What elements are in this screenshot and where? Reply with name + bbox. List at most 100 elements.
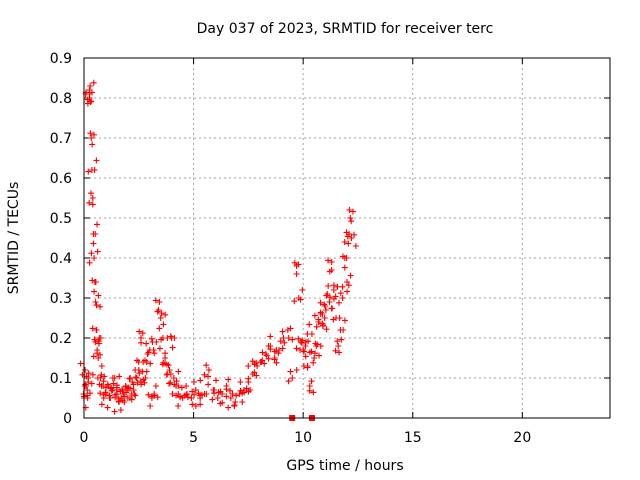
data-point: [141, 379, 148, 386]
data-point: [87, 130, 94, 137]
data-point: [298, 339, 305, 346]
data-point: [162, 350, 169, 357]
data-point: [183, 383, 190, 389]
data-point: [157, 315, 164, 321]
data-point: [344, 288, 351, 295]
data-point: [301, 348, 308, 355]
data-point: [344, 279, 350, 285]
data-point: [136, 328, 143, 335]
data-point: [305, 338, 312, 345]
data-point: [89, 141, 96, 148]
data-point: [253, 359, 260, 366]
data-point: [176, 393, 183, 400]
data-point: [128, 391, 135, 397]
data-point: [197, 401, 204, 408]
data-point: [352, 243, 359, 249]
data-point: [167, 379, 174, 386]
y-tick-label: 0.6: [50, 171, 72, 187]
data-point: [321, 301, 328, 308]
data-point: [91, 255, 98, 261]
data-point: [339, 283, 346, 290]
data-point: [347, 215, 354, 221]
data-point: [151, 350, 158, 357]
data-point: [93, 302, 100, 309]
data-point: [86, 91, 93, 97]
data-point: [293, 271, 300, 277]
data-point: [197, 377, 204, 384]
y-tick-label: 0: [63, 411, 72, 427]
data-point: [338, 336, 345, 343]
data-point: [348, 218, 355, 225]
data-point: [92, 231, 99, 237]
data-point: [348, 235, 355, 241]
x-tick-label: 10: [294, 430, 312, 446]
data-point: [321, 315, 328, 321]
data-point: [88, 380, 95, 387]
data-point: [171, 335, 178, 341]
data-point: [94, 248, 101, 255]
data-point: [308, 378, 315, 385]
data-point: [87, 190, 94, 197]
data-point: [254, 363, 261, 369]
data-point: [341, 264, 348, 271]
data-point: [156, 345, 163, 352]
data-point: [213, 377, 220, 384]
data-point: [160, 321, 167, 328]
data-point: [267, 333, 274, 340]
data-point: [229, 391, 236, 397]
data-point: [104, 404, 111, 411]
data-point: [231, 402, 238, 409]
data-point: [163, 371, 170, 378]
data-point: [89, 277, 96, 284]
data-point: [97, 390, 104, 397]
data-point: [209, 396, 216, 403]
data-point: [316, 352, 323, 359]
data-point: [170, 375, 177, 381]
data-point: [98, 383, 105, 389]
data-point: [311, 312, 318, 319]
data-point: [203, 391, 210, 397]
data-point: [132, 374, 139, 381]
data-point: [192, 403, 199, 409]
data-point: [121, 393, 128, 400]
data-point: [253, 372, 260, 379]
data-point: [291, 259, 298, 266]
data-point: [332, 293, 339, 300]
data-point: [205, 367, 212, 373]
data-point: [251, 369, 258, 376]
data-point: [317, 299, 324, 306]
data-point: [139, 368, 146, 375]
data-point: [130, 381, 137, 388]
data-point: [312, 350, 319, 357]
data-point: [340, 253, 347, 260]
data-point: [130, 387, 137, 393]
data-point: [345, 240, 352, 247]
data-point: [91, 336, 98, 343]
data-point: [169, 344, 176, 351]
data-point: [191, 391, 198, 398]
data-point: [323, 292, 330, 299]
data-point: [142, 375, 149, 381]
data-point: [91, 167, 98, 173]
data-point: [281, 339, 288, 346]
data-point: [325, 283, 332, 289]
data-point: [313, 323, 320, 330]
data-point: [249, 358, 256, 365]
data-point: [89, 371, 96, 378]
data-point: [93, 157, 100, 164]
point-layer: [77, 79, 359, 421]
data-point: [273, 347, 280, 353]
data-point: [150, 347, 157, 353]
data-point: [232, 399, 239, 405]
data-point: [344, 233, 351, 240]
data-point: [127, 375, 134, 381]
data-point: [336, 349, 343, 356]
data-point: [304, 364, 311, 371]
x-tick-label: 20: [513, 430, 531, 446]
data-point: [101, 373, 108, 380]
data-point: [201, 371, 208, 378]
data-point: [90, 240, 97, 247]
data-point: [280, 335, 287, 341]
data-point: [135, 359, 142, 365]
data-point: [335, 343, 342, 349]
